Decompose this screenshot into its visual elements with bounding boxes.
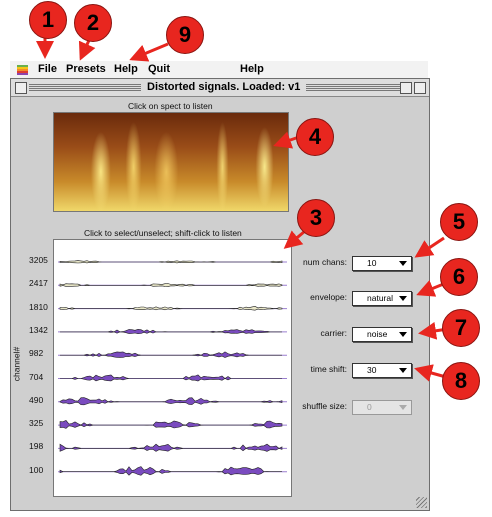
channel-envelope (59, 397, 283, 406)
chevron-down-icon (399, 296, 407, 301)
close-box-icon[interactable] (15, 82, 27, 94)
main-window: Distorted signals. Loaded: v1 Click on s… (10, 78, 430, 511)
time-shift-dropdown[interactable]: 30 (352, 363, 412, 378)
channel-envelope (59, 283, 283, 287)
carrier-label-wrap: carrier: (281, 328, 347, 342)
spectrogram-caption: Click on spect to listen (128, 101, 213, 111)
channel-label: 3205 (29, 255, 48, 265)
callout-9: 9 (166, 16, 204, 54)
channel-label: 490 (29, 394, 44, 405)
channel-envelope (60, 328, 282, 335)
spectrogram[interactable] (53, 112, 289, 212)
callout-1: 1 (29, 1, 67, 39)
chevron-down-icon (399, 261, 407, 266)
shuffle-size-label-wrap: shuffle size: (281, 401, 347, 415)
channel-envelope (59, 443, 283, 452)
callout-3: 3 (297, 199, 335, 237)
num-chans-dropdown[interactable]: 10 (352, 256, 412, 271)
callout-6: 6 (440, 258, 478, 296)
channels-caption: Click to select/unselect; shift-click to… (84, 228, 242, 238)
callout-8: 8 (442, 362, 480, 400)
menu-file[interactable]: File (38, 63, 57, 75)
channel-label: 100 (29, 464, 44, 475)
callout-arrow-9 (129, 42, 169, 62)
channel-envelope (59, 260, 283, 264)
callout-arrow-4 (273, 131, 300, 149)
carrier-label: carrier: (320, 328, 347, 338)
resize-grip-icon[interactable] (416, 497, 427, 508)
channel-envelope (59, 305, 283, 311)
channel-label: 2417 (29, 278, 48, 289)
menu-help-right[interactable]: Help (240, 63, 264, 75)
channel-envelope (59, 466, 282, 476)
window-titlebar[interactable]: Distorted signals. Loaded: v1 (11, 79, 429, 97)
callout-7: 7 (442, 309, 480, 347)
menu-quit[interactable]: Quit (148, 63, 170, 75)
time-shift-label-wrap: time shift: (281, 364, 347, 378)
menu-bar: File Presets Help Quit Help (10, 61, 428, 79)
num-chans-label: num chans: (303, 257, 347, 267)
time-shift-label: time shift: (310, 364, 347, 374)
callout-5: 5 (440, 203, 478, 241)
channels-panel[interactable] (53, 239, 292, 497)
time-shift-value: 30 (367, 365, 377, 375)
callout-2: 2 (74, 4, 112, 42)
menu-help[interactable]: Help (114, 63, 138, 75)
channel-envelopes (58, 260, 287, 476)
channel-envelope (60, 374, 282, 382)
callout-arrow-8 (414, 364, 447, 382)
window-title: Distorted signals. Loaded: v1 (141, 81, 307, 93)
num-chans-value: 10 (367, 258, 377, 268)
carrier-value: noise (367, 329, 388, 339)
envelope-label-wrap: envelope: (281, 292, 347, 306)
num-chans-label-wrap: num chans: (281, 257, 347, 271)
shuffle-size-label: shuffle size: (302, 401, 347, 411)
channel-envelope (60, 351, 282, 358)
callout-arrow-5 (414, 236, 445, 258)
channel-label: 1342 (29, 324, 48, 335)
channel-label: 704 (29, 371, 44, 382)
chevron-down-icon (399, 368, 407, 373)
shuffle-size-dropdown: 0 (352, 400, 412, 415)
channel-label: 982 (29, 348, 44, 359)
channel-label: 198 (29, 441, 44, 452)
envelope-dropdown[interactable]: natural (352, 291, 412, 306)
channel-label: 1810 (29, 301, 48, 312)
zoom-box-icon[interactable] (400, 82, 412, 94)
envelope-label: envelope: (310, 292, 347, 302)
chevron-down-icon (399, 405, 407, 410)
channel-label: 325 (29, 418, 44, 429)
channel-envelope (59, 420, 283, 429)
shuffle-size-value: 0 (367, 402, 372, 412)
chevron-down-icon (399, 332, 407, 337)
apple-menu-icon[interactable] (16, 63, 29, 76)
envelope-value: natural (367, 293, 393, 303)
collapse-box-icon[interactable] (414, 82, 426, 94)
carrier-dropdown[interactable]: noise (352, 327, 412, 342)
menu-presets[interactable]: Presets (66, 63, 106, 75)
callout-4: 4 (296, 118, 334, 156)
